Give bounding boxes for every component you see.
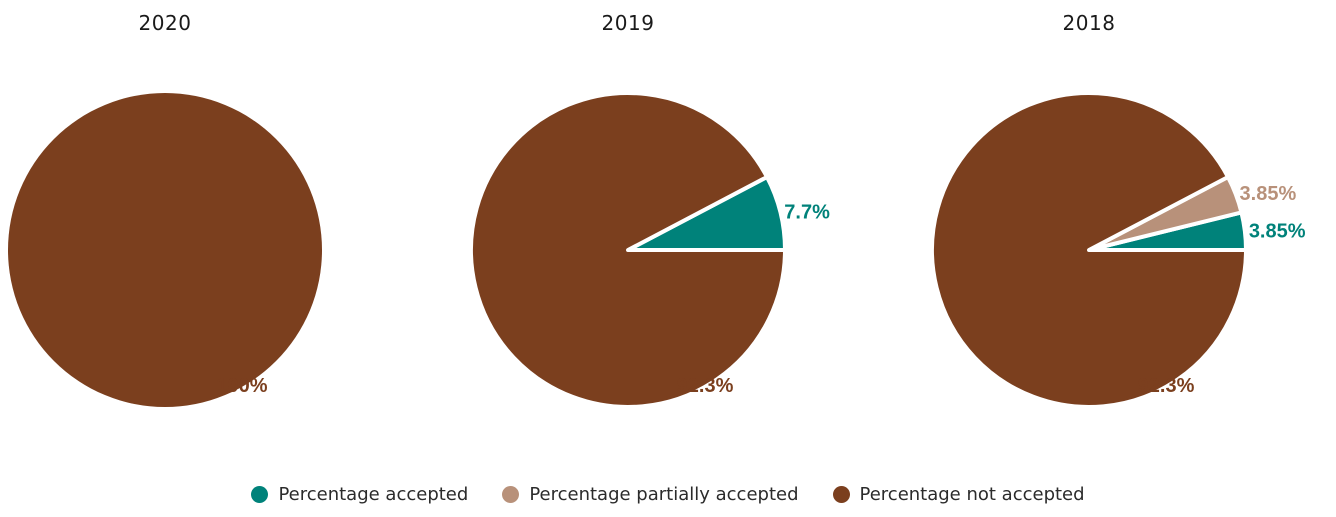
legend-label-accepted: Percentage accepted — [278, 484, 469, 505]
pie-slice-percentage-not-accepted — [8, 93, 322, 407]
chart-title: 2019 — [602, 11, 655, 35]
data-label-percentage-partially-accepted: 3.85% — [1240, 183, 1297, 205]
pie-chart-2018: 2018 3.85% 3.85% 92.3% — [930, 11, 1306, 409]
pie-chart-2019: 2019 7.7% 92.3% — [469, 11, 830, 409]
data-label-percentage-accepted: 3.85% — [1249, 221, 1306, 243]
chart-title: 2018 — [1063, 11, 1116, 35]
legend-item-accepted: Percentage accepted — [251, 484, 468, 505]
chart-title: 2020 — [139, 11, 192, 35]
legend-item-not-accepted: Percentage not accepted — [832, 484, 1085, 505]
legend-label-partially-accepted: Percentage partially accepted — [529, 484, 799, 505]
legend-item-partially-accepted: Percentage partially accepted — [502, 484, 799, 505]
pie-slice-percentage-not-accepted — [930, 91, 1248, 409]
legend-label-not-accepted: Percentage not accepted — [859, 484, 1085, 505]
legend-swatch-partially-accepted — [502, 486, 520, 503]
legend-swatch-accepted — [251, 486, 269, 503]
data-label-percentage-not-accepted: 100% — [216, 375, 267, 397]
data-label-percentage-not-accepted: 92.3% — [1138, 375, 1195, 397]
pie-chart-2020: 2020 100% — [8, 11, 322, 407]
chart-legend: Percentage accepted Percentage partially… — [0, 484, 1336, 505]
pie-slice-percentage-not-accepted — [469, 91, 787, 409]
data-label-percentage-not-accepted: 92.3% — [677, 375, 734, 397]
data-label-percentage-accepted: 7.7% — [784, 201, 830, 223]
legend-swatch-not-accepted — [832, 486, 850, 503]
